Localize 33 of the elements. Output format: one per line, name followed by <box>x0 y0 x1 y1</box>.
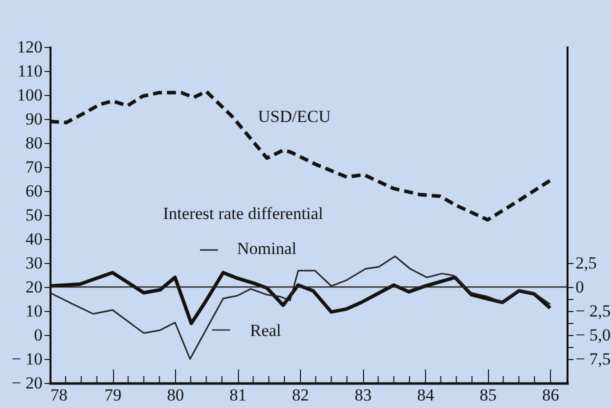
y-tick-label: − 20 <box>12 374 42 392</box>
y2-tick-label: 2,5 <box>576 254 597 272</box>
y-tick-label: 50 <box>26 206 42 224</box>
y2-tick-label: − 7,5 <box>576 350 611 368</box>
y-tick-label: 30 <box>26 254 42 272</box>
y-tick-label: 20 <box>26 278 42 296</box>
x-tick-label: 83 <box>354 386 372 404</box>
legend-label: Nominal <box>237 239 297 258</box>
annotation: Interest rate differential <box>163 204 324 223</box>
legend-label: Real <box>250 321 282 340</box>
x-tick-label: 78 <box>50 386 68 404</box>
y-tick-label: 10 <box>26 302 42 320</box>
x-tick-label: 80 <box>167 386 184 404</box>
y-tick-label: − 10 <box>12 350 42 368</box>
x-tick-label: 82 <box>292 386 310 404</box>
x-tick-label: 79 <box>104 386 122 404</box>
x-tick-label: 81 <box>230 386 247 404</box>
y-tick-label: 0 <box>34 326 42 344</box>
series-label: USD/ECU <box>258 107 331 126</box>
y-tick-label: 90 <box>26 110 42 128</box>
y-tick-label: 120 <box>17 38 42 56</box>
y2-tick-label: 0 <box>576 278 584 296</box>
y2-tick-label: − 5,0 <box>576 326 611 344</box>
x-tick-label: 84 <box>417 386 435 404</box>
y-tick-label: 100 <box>17 86 42 104</box>
y-tick-label: 110 <box>18 62 42 80</box>
x-tick-label: 85 <box>480 386 497 404</box>
y-tick-label: 80 <box>26 134 42 152</box>
y2-tick-label: − 2,5 <box>576 302 611 320</box>
y-tick-label: 60 <box>26 182 42 200</box>
y-tick-label: 70 <box>26 158 42 176</box>
y-tick-label: 40 <box>26 230 42 248</box>
x-tick-label: 86 <box>542 386 560 404</box>
